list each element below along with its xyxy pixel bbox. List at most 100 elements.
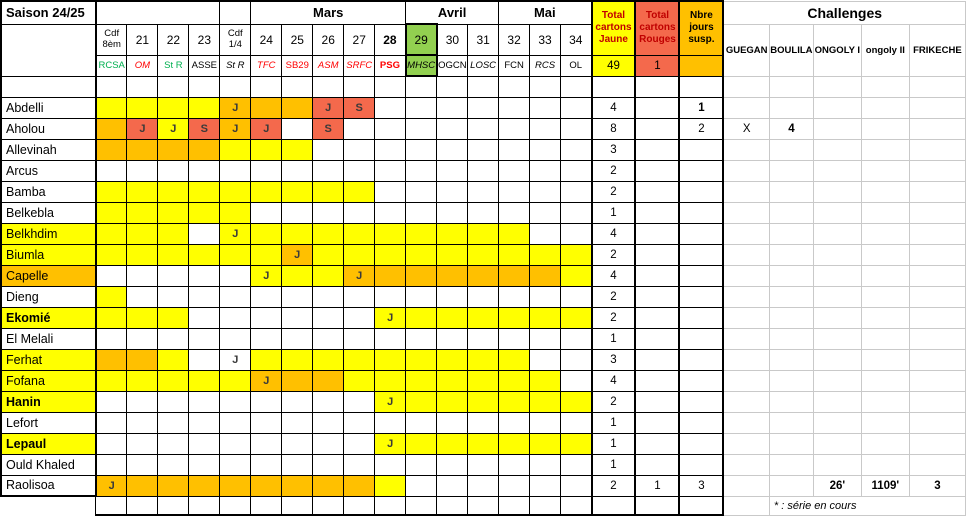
opponent-cell[interactable]: MHSC xyxy=(404,54,438,77)
match-cell[interactable] xyxy=(219,201,252,224)
match-cell[interactable]: J xyxy=(219,96,252,119)
match-cell[interactable] xyxy=(343,327,376,350)
challenge-value-cell[interactable] xyxy=(812,411,862,434)
match-cell[interactable] xyxy=(281,411,314,434)
match-cell[interactable] xyxy=(219,243,252,266)
match-cell[interactable] xyxy=(95,432,128,455)
match-cell[interactable] xyxy=(157,306,190,329)
suspension-cell[interactable] xyxy=(678,390,725,413)
empty-match-cell[interactable] xyxy=(157,75,190,98)
match-cell[interactable] xyxy=(529,369,562,392)
challenge-name-header[interactable]: ONGOLY I xyxy=(812,23,862,77)
challenge-value-cell[interactable] xyxy=(860,222,910,245)
match-cell[interactable] xyxy=(498,369,531,392)
match-cell[interactable] xyxy=(95,201,128,224)
challenge-value-cell[interactable] xyxy=(768,264,814,287)
challenge-value-cell[interactable] xyxy=(860,138,910,161)
opponent-cell[interactable]: St R xyxy=(219,54,252,77)
match-cell[interactable] xyxy=(498,180,531,203)
challenge-value-cell[interactable] xyxy=(812,264,862,287)
player-name-cell[interactable]: Ould Khaled xyxy=(0,453,97,476)
match-cell[interactable] xyxy=(467,117,500,140)
match-cell[interactable] xyxy=(219,306,252,329)
match-cell[interactable] xyxy=(312,411,345,434)
match-cell[interactable] xyxy=(560,453,592,476)
challenge-name-header[interactable]: ongoly II xyxy=(860,23,910,77)
match-cell[interactable] xyxy=(281,117,314,140)
match-cell[interactable] xyxy=(157,201,190,224)
match-cell[interactable] xyxy=(529,390,562,413)
challenge-value-cell[interactable] xyxy=(908,306,966,329)
match-cell[interactable] xyxy=(529,411,562,434)
match-cell[interactable] xyxy=(281,222,314,245)
red-total-cell[interactable] xyxy=(634,96,680,119)
match-cell[interactable] xyxy=(343,369,376,392)
match-cell[interactable] xyxy=(374,138,407,161)
match-cell[interactable] xyxy=(560,180,592,203)
challenge-value-cell[interactable] xyxy=(812,222,862,245)
empty-total-cell[interactable] xyxy=(590,75,636,98)
empty-match-cell[interactable] xyxy=(157,495,190,516)
match-cell[interactable] xyxy=(560,306,592,329)
red-total-cell[interactable] xyxy=(634,306,680,329)
challenge-value-cell[interactable] xyxy=(722,96,770,119)
match-cell[interactable] xyxy=(219,453,252,476)
match-cell[interactable] xyxy=(250,96,283,119)
match-cell[interactable] xyxy=(157,390,190,413)
match-cell[interactable] xyxy=(126,306,159,329)
red-total-cell[interactable] xyxy=(634,369,680,392)
match-cell[interactable] xyxy=(436,432,469,455)
challenge-value-cell[interactable]: 3 xyxy=(908,474,966,497)
challenge-value-cell[interactable] xyxy=(908,222,966,245)
match-cell[interactable] xyxy=(560,369,592,392)
match-cell[interactable]: J xyxy=(157,117,190,140)
yellow-total-cell[interactable]: 1 xyxy=(590,432,636,455)
challenge-value-cell[interactable] xyxy=(812,453,862,476)
suspension-cell[interactable] xyxy=(678,222,725,245)
match-cell[interactable] xyxy=(529,453,562,476)
match-cell[interactable] xyxy=(312,369,345,392)
empty-match-cell[interactable] xyxy=(529,495,562,516)
empty-match-cell[interactable] xyxy=(281,495,314,516)
match-cell[interactable] xyxy=(250,285,283,308)
challenge-value-cell[interactable]: 4 xyxy=(768,117,814,140)
player-name-cell[interactable]: Biumla xyxy=(0,243,97,266)
match-cell[interactable] xyxy=(95,264,128,287)
match-cell[interactable] xyxy=(467,390,500,413)
player-name-cell[interactable]: Raolisoa xyxy=(0,474,97,497)
red-total-cell[interactable] xyxy=(634,390,680,413)
yellow-total-cell[interactable]: 2 xyxy=(590,474,636,497)
match-cell[interactable] xyxy=(281,348,314,371)
challenge-value-cell[interactable] xyxy=(908,285,966,308)
match-cell[interactable] xyxy=(126,369,159,392)
yellow-total-cell[interactable]: 2 xyxy=(590,390,636,413)
empty-match-cell[interactable] xyxy=(560,75,592,98)
match-cell[interactable] xyxy=(374,369,407,392)
opponent-cell[interactable]: FCN xyxy=(498,54,531,77)
suspension-cell[interactable]: 3 xyxy=(678,474,725,497)
match-cell[interactable] xyxy=(281,453,314,476)
match-cell[interactable] xyxy=(188,201,221,224)
month-header[interactable] xyxy=(95,0,221,25)
match-cell[interactable] xyxy=(312,348,345,371)
player-name-cell[interactable]: Lefort xyxy=(0,411,97,434)
challenge-value-cell[interactable] xyxy=(812,306,862,329)
player-name-cell[interactable]: Fofana xyxy=(0,369,97,392)
match-cell[interactable] xyxy=(436,411,469,434)
match-cell[interactable] xyxy=(374,222,407,245)
match-cell[interactable] xyxy=(467,222,500,245)
red-total-cell[interactable] xyxy=(634,453,680,476)
match-cell[interactable] xyxy=(250,327,283,350)
match-cell[interactable]: J xyxy=(374,306,407,329)
challenge-value-cell[interactable] xyxy=(860,243,910,266)
match-cell[interactable] xyxy=(250,201,283,224)
match-cell[interactable] xyxy=(250,138,283,161)
yellow-total-cell[interactable]: 1 xyxy=(590,201,636,224)
challenge-value-cell[interactable] xyxy=(768,138,814,161)
match-cell[interactable]: J xyxy=(374,432,407,455)
match-cell[interactable]: J xyxy=(219,348,252,371)
match-cell[interactable] xyxy=(250,243,283,266)
suspension-cell[interactable] xyxy=(678,138,725,161)
match-cell[interactable] xyxy=(281,285,314,308)
yellow-total-cell[interactable]: 4 xyxy=(590,369,636,392)
